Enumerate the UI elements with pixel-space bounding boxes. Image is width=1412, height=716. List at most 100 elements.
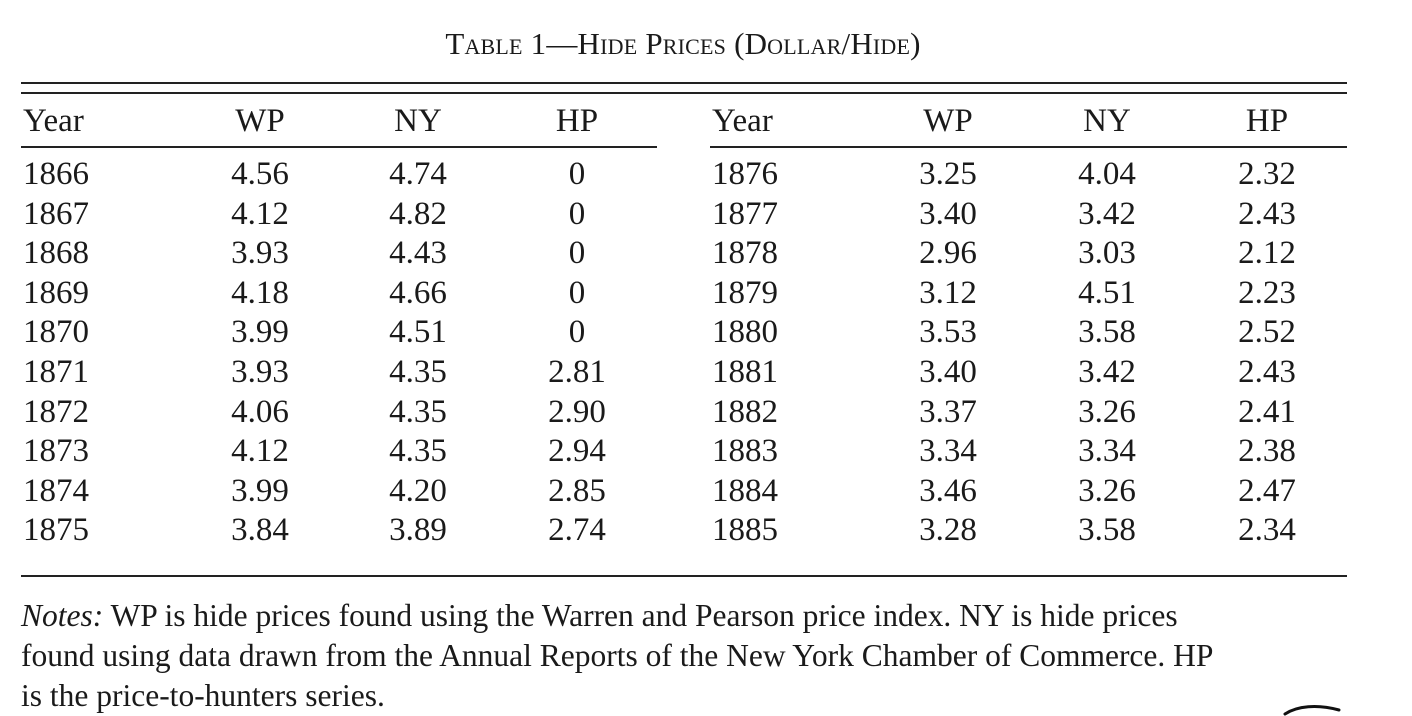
cell-wp: 3.93 — [231, 235, 289, 272]
cell-hp: 0 — [568, 195, 586, 232]
cell-ny: 4.51 — [1078, 274, 1136, 311]
cell-wp: 3.53 — [919, 314, 977, 351]
cell-ny: 4.35 — [389, 354, 447, 390]
cell-hp: 2.38 — [1238, 433, 1296, 470]
cell-ny: 4.04 — [1078, 156, 1136, 192]
cell-hp: 0 — [568, 274, 586, 311]
cell-ny: 4.35 — [389, 433, 447, 470]
cell-year: 1868 — [23, 235, 89, 272]
cell-year: 1881 — [712, 354, 778, 390]
cell-wp: 3.40 — [919, 195, 977, 232]
cell-ny: 4.66 — [389, 274, 447, 311]
top-rule — [21, 82, 1347, 84]
header-ny-left: NY — [394, 103, 442, 139]
cell-year: 1873 — [23, 433, 89, 470]
cell-ny: 4.20 — [389, 472, 447, 509]
cell-year: 1867 — [23, 195, 89, 232]
cell-ny: 3.89 — [389, 512, 447, 549]
cell-year: 1882 — [712, 393, 778, 430]
cell-year: 1875 — [23, 512, 89, 549]
cell-hp: 2.85 — [548, 472, 606, 509]
cell-wp: 3.34 — [919, 433, 977, 470]
header-wp-right: WP — [923, 103, 973, 139]
cell-ny: 4.51 — [389, 314, 447, 351]
cell-ny: 4.74 — [389, 156, 447, 192]
cell-year: 1869 — [23, 274, 89, 311]
header-year-left: Year — [23, 103, 84, 139]
cell-year: 1877 — [712, 195, 778, 232]
cell-hp: 2.32 — [1238, 156, 1296, 192]
cell-hp: 0 — [568, 235, 586, 272]
cell-year: 1884 — [712, 472, 778, 509]
cell-hp: 2.81 — [548, 354, 606, 390]
cell-hp: 2.43 — [1238, 354, 1296, 390]
cell-ny: 3.34 — [1078, 433, 1136, 470]
cell-year: 1876 — [712, 156, 778, 192]
cell-wp: 4.06 — [231, 393, 289, 430]
cell-ny: 4.43 — [389, 235, 447, 272]
header-rule-left — [21, 146, 657, 148]
cell-wp: 2.96 — [919, 235, 977, 272]
cell-year: 1866 — [23, 156, 89, 192]
cell-wp: 3.37 — [919, 393, 977, 430]
cell-hp: 0 — [568, 156, 586, 192]
notes-text-1: WP is hide prices found using the Warren… — [110, 598, 1178, 633]
cell-hp: 2.43 — [1238, 195, 1296, 232]
cell-wp: 4.12 — [231, 433, 289, 470]
cell-wp: 3.25 — [919, 156, 977, 192]
cell-wp: 4.18 — [231, 274, 289, 311]
cell-hp: 2.90 — [548, 393, 606, 430]
cell-year: 1872 — [23, 393, 89, 430]
cell-hp: 2.34 — [1238, 512, 1296, 549]
cell-ny: 4.82 — [389, 195, 447, 232]
cell-wp: 3.99 — [231, 314, 289, 351]
cell-wp: 3.99 — [231, 472, 289, 509]
cell-wp: 3.84 — [231, 512, 289, 549]
cell-wp: 3.28 — [919, 512, 977, 549]
cell-ny: 3.58 — [1078, 314, 1136, 351]
corner-mark — [1283, 705, 1341, 716]
table-caption: Table 1—Hide Prices (Dollar/Hide) — [445, 26, 921, 61]
header-hp-left: HP — [555, 103, 599, 139]
header-ny-right: NY — [1083, 103, 1131, 139]
cell-wp: 3.93 — [231, 354, 289, 390]
notes-lead: Notes: — [21, 598, 104, 633]
header-hp-right: HP — [1245, 103, 1289, 139]
cell-hp: 2.41 — [1238, 393, 1296, 430]
cell-year: 1870 — [23, 314, 89, 351]
top-rule-second — [21, 92, 1347, 94]
cell-wp: 3.12 — [919, 274, 977, 311]
cell-ny: 3.42 — [1078, 195, 1136, 232]
cell-year: 1880 — [712, 314, 778, 351]
cell-ny: 4.35 — [389, 393, 447, 430]
cell-wp: 3.40 — [919, 354, 977, 390]
cell-hp: 2.74 — [548, 512, 606, 549]
cell-wp: 4.12 — [231, 195, 289, 232]
cell-year: 1885 — [712, 512, 778, 549]
header-rule-right — [710, 146, 1347, 148]
notes-line-2: found using data drawn from the Annual R… — [21, 638, 1214, 673]
cell-ny: 3.03 — [1078, 235, 1136, 272]
cell-year: 1878 — [712, 235, 778, 272]
cell-hp: 2.94 — [548, 433, 606, 470]
header-wp-left: WP — [235, 103, 285, 139]
cell-year: 1874 — [23, 472, 89, 509]
notes-line-3: is the price-to-hunters series. — [21, 678, 385, 713]
cell-ny: 3.42 — [1078, 354, 1136, 390]
cell-wp: 4.56 — [231, 156, 289, 192]
cell-year: 1871 — [23, 354, 89, 390]
cell-hp: 2.52 — [1238, 314, 1296, 351]
cell-hp: 2.12 — [1238, 235, 1296, 272]
header-year-right: Year — [712, 103, 773, 139]
cell-wp: 3.46 — [919, 472, 977, 509]
bottom-rule — [21, 575, 1347, 577]
cell-year: 1883 — [712, 433, 778, 470]
notes-line-1: Notes: WP is hide prices found using the… — [21, 596, 1347, 636]
cell-hp: 0 — [568, 314, 586, 351]
cell-ny: 3.26 — [1078, 393, 1136, 430]
cell-hp: 2.47 — [1238, 472, 1296, 509]
table-notes: Notes: WP is hide prices found using the… — [21, 596, 1347, 716]
cell-hp: 2.23 — [1238, 274, 1296, 311]
cell-ny: 3.26 — [1078, 472, 1136, 509]
cell-ny: 3.58 — [1078, 512, 1136, 549]
